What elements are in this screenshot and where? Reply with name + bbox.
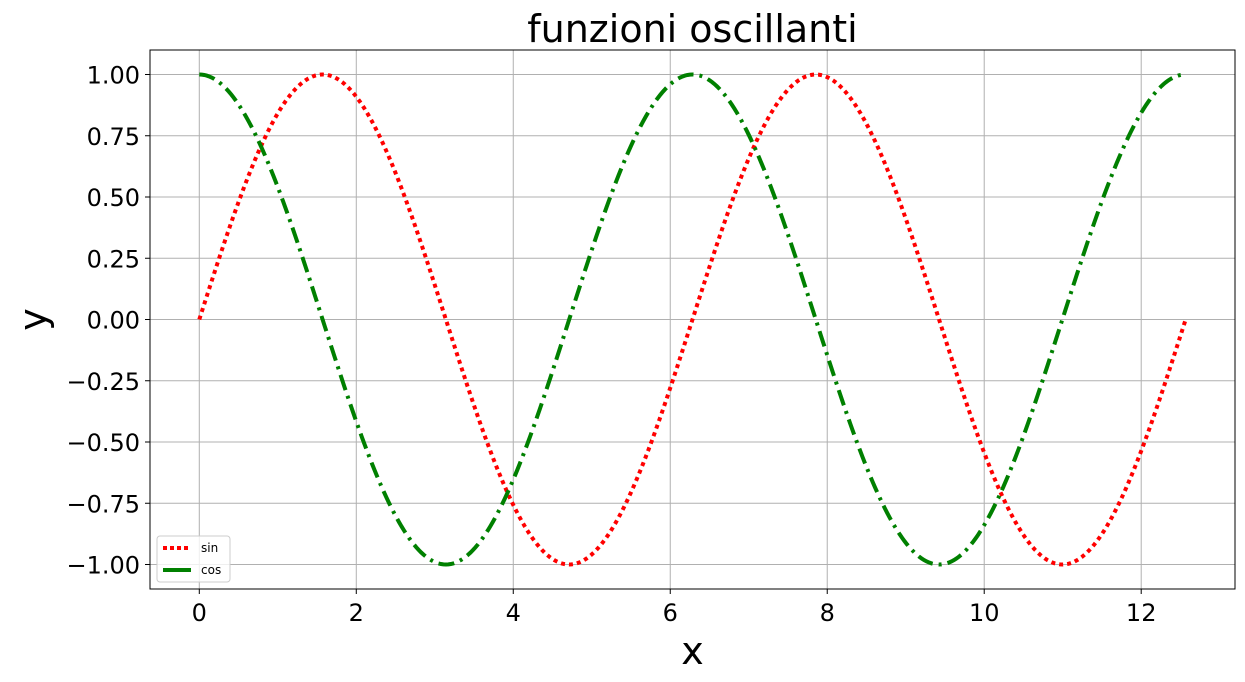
x-tick-label: 8	[820, 599, 835, 627]
x-tick-label: 4	[506, 599, 521, 627]
y-tick-label: 1.00	[87, 62, 140, 90]
legend-label-cos: cos	[201, 563, 221, 577]
x-tick-label: 0	[192, 599, 207, 627]
y-tick-label: 0.50	[87, 184, 140, 212]
y-tick-label: 0.25	[87, 245, 140, 273]
chart-title: funzioni oscillanti	[527, 7, 857, 51]
x-tick-label: 12	[1126, 599, 1157, 627]
y-tick-label: −0.25	[66, 368, 140, 396]
y-tick-label: −0.50	[66, 429, 140, 457]
ticks: 0 2 4 6 8 10 12 1.00 0.75 0.50 0.25 0.00 −0.25 −0.50 −…	[66, 62, 1156, 628]
x-tick-label: 10	[969, 599, 1000, 627]
series-lines	[197, 72, 1188, 567]
y-tick-label: 0.00	[87, 307, 140, 335]
legend-label-sin: sin	[201, 541, 218, 555]
y-tick-label: −1.00	[66, 552, 140, 580]
series-line-cos	[199, 72, 1186, 567]
x-tick-label: 6	[663, 599, 678, 627]
y-tick-label: −0.75	[66, 490, 140, 518]
x-axis-label: x	[681, 629, 704, 673]
y-axis-label: y	[11, 308, 55, 331]
legend: sin cos	[156, 535, 231, 583]
y-tick-label: 0.75	[87, 123, 140, 151]
series-line-sin	[197, 72, 1188, 567]
x-tick-label: 2	[349, 599, 364, 627]
